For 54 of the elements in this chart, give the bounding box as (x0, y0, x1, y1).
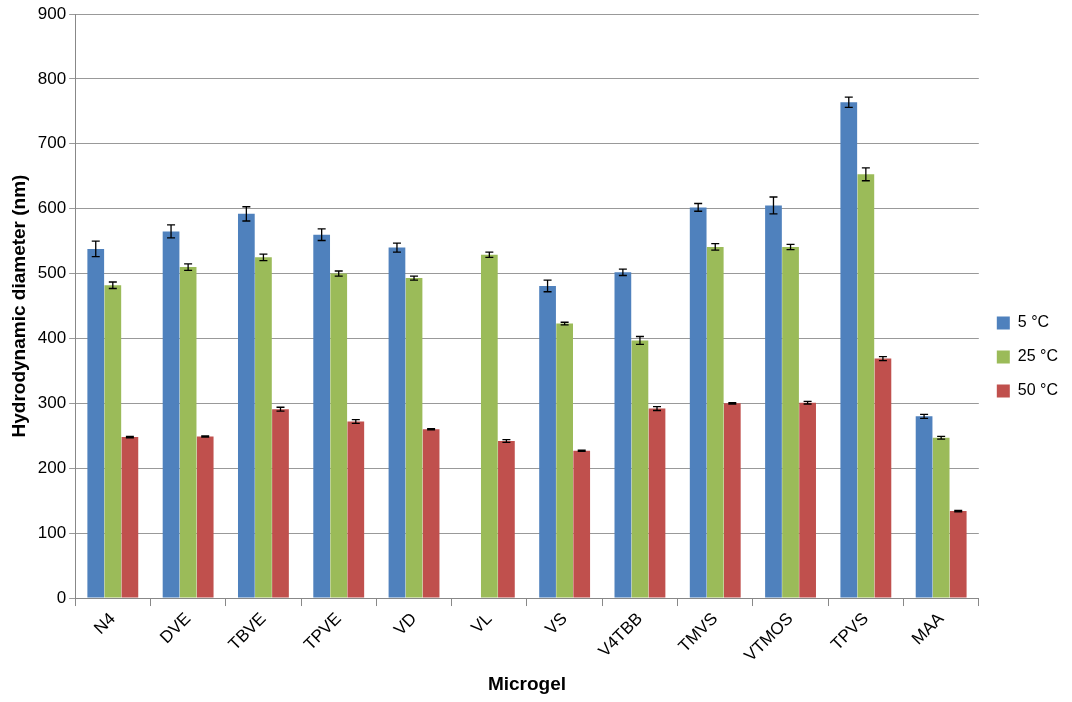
y-tick-label: 100 (37, 522, 67, 542)
y-tick-label: 0 (56, 587, 67, 607)
y-tick-label: 600 (37, 198, 67, 218)
bar (162, 231, 180, 598)
y-tick-label: 900 (37, 3, 67, 23)
bar (782, 246, 799, 598)
x-tick-label: VL (467, 608, 496, 638)
bar (631, 340, 649, 598)
bar (949, 511, 967, 598)
bar (196, 436, 214, 598)
bar (539, 285, 556, 598)
x-axis-title: Microgel (487, 672, 567, 694)
bar (765, 205, 782, 598)
bar (840, 102, 858, 598)
bar (313, 234, 331, 598)
legend-label: 50 °C (1017, 381, 1059, 399)
bar (498, 440, 515, 598)
bar (104, 285, 122, 598)
bar (689, 207, 707, 598)
bar (874, 358, 892, 598)
legend-label: 25 °C (1017, 347, 1059, 365)
bar (179, 267, 197, 598)
x-tick-label: N4 (90, 608, 119, 638)
bar (405, 278, 423, 598)
y-tick-label: 500 (37, 263, 67, 283)
bar (915, 416, 933, 598)
bar (723, 403, 741, 598)
bar (857, 174, 875, 598)
bar (237, 213, 255, 598)
legend-label: 5 °C (1017, 313, 1050, 331)
bar (330, 273, 348, 598)
bar (388, 247, 406, 598)
bar (799, 402, 816, 598)
bar (87, 248, 105, 598)
bar (347, 421, 365, 598)
y-tick-label: 400 (37, 328, 67, 348)
bar (614, 272, 632, 598)
bar (932, 437, 950, 598)
bar (556, 323, 573, 598)
bar (121, 437, 139, 598)
x-tick-label: VS (541, 608, 571, 639)
bar (706, 246, 724, 598)
bar (480, 254, 498, 598)
x-tick-label: VD (390, 608, 421, 640)
bar (272, 409, 289, 598)
y-tick-label: 700 (37, 133, 67, 153)
y-tick-label: 300 (37, 393, 67, 413)
y-tick-label: 200 (37, 457, 67, 477)
y-axis-title: Hydrodynamic diameter (nm) (7, 174, 29, 438)
bar (648, 408, 666, 598)
bar (255, 257, 272, 598)
y-tick-label: 800 (37, 68, 67, 88)
bar (422, 429, 440, 598)
bar (573, 450, 591, 598)
